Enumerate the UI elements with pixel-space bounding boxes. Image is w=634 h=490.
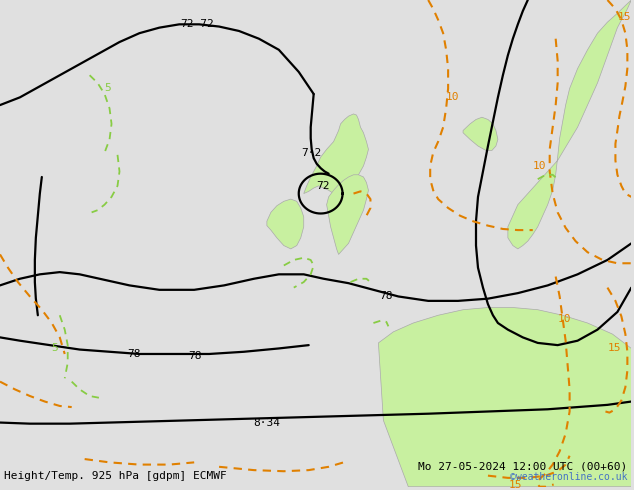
Polygon shape [327, 175, 368, 254]
Polygon shape [508, 0, 631, 249]
Polygon shape [378, 308, 631, 487]
Text: Height/Temp. 925 hPa [gdpm] ECMWF: Height/Temp. 925 hPa [gdpm] ECMWF [4, 471, 227, 481]
Text: 10: 10 [558, 314, 571, 323]
Text: 15: 15 [618, 12, 631, 22]
Polygon shape [304, 114, 368, 194]
Text: ©weatheronline.co.uk: ©weatheronline.co.uk [510, 472, 628, 482]
Polygon shape [463, 117, 498, 150]
Polygon shape [267, 199, 304, 249]
Text: 5: 5 [105, 83, 112, 94]
Text: 7·2: 7·2 [302, 147, 322, 158]
Text: 15: 15 [607, 343, 621, 353]
Text: Mo 27-05-2024 12:00 UTC (00+60): Mo 27-05-2024 12:00 UTC (00+60) [418, 461, 628, 471]
Text: 78: 78 [188, 351, 202, 361]
Text: 72: 72 [316, 181, 330, 191]
Text: 8·34: 8·34 [254, 417, 280, 428]
Text: 78: 78 [380, 292, 393, 301]
Text: 78: 78 [127, 349, 141, 359]
Text: 72-72: 72-72 [180, 19, 214, 29]
Text: 15: 15 [509, 480, 522, 490]
Text: 10: 10 [532, 161, 546, 171]
Text: 5: 5 [51, 343, 58, 353]
Text: 10: 10 [446, 92, 460, 102]
